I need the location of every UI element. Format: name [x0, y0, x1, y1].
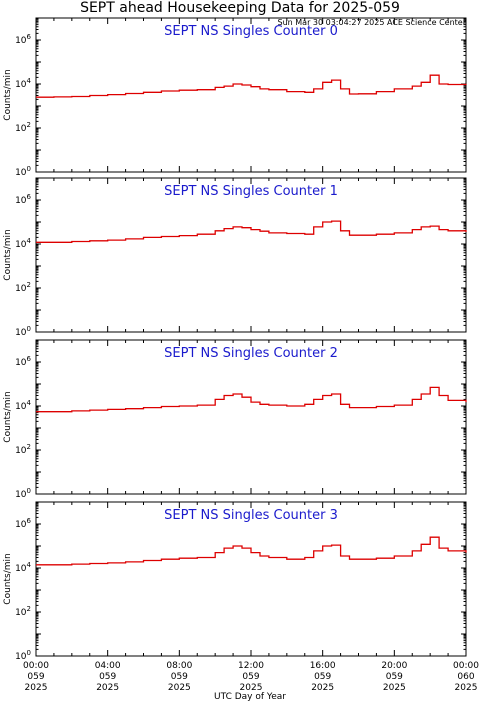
x-tick-time: 16:00 — [310, 661, 336, 671]
panel-title: SEPT NS Singles Counter 2 — [164, 346, 338, 361]
y-tick-label: 104 — [15, 399, 31, 412]
y-tick-label: 104 — [15, 237, 31, 250]
plot-frame — [35, 339, 467, 495]
x-tick-year: 2025 — [455, 683, 478, 693]
x-tick-doy: 059 — [99, 672, 116, 682]
y-tick-label: 106 — [15, 355, 31, 368]
x-tick-doy: 060 — [457, 672, 474, 682]
x-tick-doy: 059 — [242, 672, 259, 682]
y-tick-label: 102 — [15, 443, 31, 456]
y-tick-label: 100 — [15, 325, 31, 338]
x-tick-doy: 059 — [386, 672, 403, 682]
x-tick-time: 04:00 — [95, 661, 121, 671]
y-axis-label: Counts/min — [3, 391, 13, 442]
x-tick-year: 2025 — [96, 683, 119, 693]
chart-title: SEPT ahead Housekeeping Data for 2025-05… — [80, 0, 400, 16]
x-tick-doy: 059 — [171, 672, 188, 682]
x-tick-year: 2025 — [240, 683, 263, 693]
x-tick-year: 2025 — [383, 683, 406, 693]
plot-frame — [35, 501, 467, 657]
x-tick-doy: 059 — [27, 672, 44, 682]
y-tick-label: 106 — [15, 33, 31, 46]
timestamp: Sun Mar 30 03:04:27 2025 ACE Science Cen… — [278, 18, 467, 27]
y-axis-label: Counts/min — [3, 229, 13, 280]
series-line-0 — [36, 386, 467, 413]
y-tick-label: 102 — [15, 605, 31, 618]
panel-title: SEPT NS Singles Counter 1 — [164, 184, 338, 199]
x-tick-time: 08:00 — [166, 661, 192, 671]
y-tick-label: 106 — [15, 193, 31, 206]
x-tick-time: 00:00 — [23, 661, 49, 671]
x-tick-time: 20:00 — [381, 661, 407, 671]
x-tick-year: 2025 — [168, 683, 191, 693]
x-tick-year: 2025 — [25, 683, 48, 693]
series-line-0 — [36, 74, 467, 98]
panels: 100 102 104 106 Counts/min SEPT NS Singles Co… — [3, 17, 479, 693]
y-axis-label: Counts/min — [3, 553, 13, 604]
x-tick-doy: 059 — [314, 672, 331, 682]
y-tick-label: 102 — [15, 121, 31, 134]
panel-2: 100 102 104 106 Counts/min SEPT NS Singles Co… — [3, 339, 467, 500]
plot-frame — [35, 177, 467, 333]
y-tick-label: 100 — [15, 165, 31, 178]
panel-1: 100 102 104 106 Counts/min SEPT NS Singles Co… — [3, 177, 467, 338]
x-tick-time: 00:00 — [453, 661, 479, 671]
x-tick-time: 12:00 — [238, 661, 264, 671]
series-line-0 — [36, 536, 467, 566]
y-tick-label: 104 — [15, 561, 31, 574]
panel-3: 100 102 104 106 Counts/min SEPT NS Singles Co… — [3, 501, 467, 662]
x-tick-year: 2025 — [311, 683, 334, 693]
x-axis-label: UTC Day of Year — [214, 692, 286, 702]
series-line-0 — [36, 220, 467, 243]
y-tick-label: 102 — [15, 281, 31, 294]
y-tick-label: 106 — [15, 517, 31, 530]
panel-title: SEPT NS Singles Counter 0 — [164, 24, 338, 39]
y-tick-label: 100 — [15, 487, 31, 500]
panel-0: 100 102 104 106 Counts/min SEPT NS Singles Co… — [3, 17, 467, 178]
panel-title: SEPT NS Singles Counter 3 — [164, 508, 338, 523]
y-tick-label: 100 — [15, 649, 31, 662]
y-axis-label: Counts/min — [3, 69, 13, 120]
y-tick-label: 104 — [15, 77, 31, 90]
